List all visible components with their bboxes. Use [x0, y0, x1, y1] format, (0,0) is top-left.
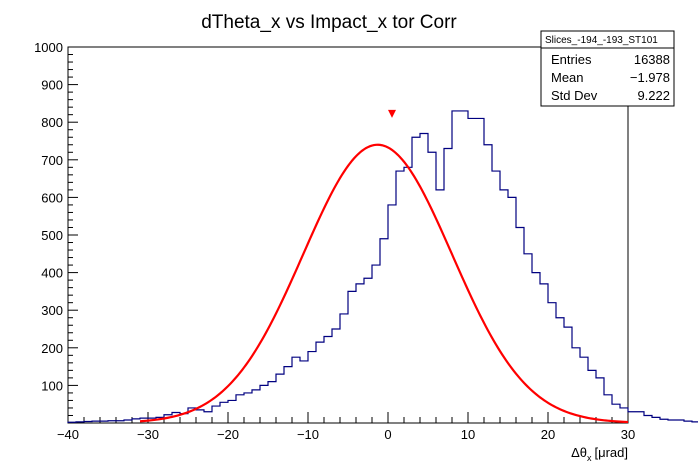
stats-box-name: Slices_-194_-193_ST101 [545, 35, 658, 46]
x-axis-label-unit: [μrad] [594, 445, 628, 460]
chart-title: dTheta_x vs Impact_x tor Corr [201, 12, 457, 33]
y-tick-label: 800 [41, 115, 63, 130]
y-tick-label: 500 [41, 228, 63, 243]
histogram-steps [67, 110, 698, 423]
stats-mean-label: Mean [551, 70, 584, 85]
peak-marker-group [388, 109, 396, 118]
y-tick-label: 1000 [34, 40, 63, 55]
y-tick-label: 300 [41, 303, 63, 318]
x-axis-label: Δθx [μrad] [571, 445, 628, 463]
stats-stddev-label: Std Dev [551, 88, 598, 103]
x-tick-label: 0 [384, 427, 391, 442]
stats-box-frame [540, 30, 675, 107]
y-tick-label: 200 [41, 341, 63, 356]
gaussian-fit-series [139, 143, 629, 424]
stats-stddev-value: 9.222 [637, 88, 670, 103]
y-tick-label: 600 [41, 190, 63, 205]
x-tick-label: 20 [541, 427, 555, 442]
x-tick-label: −30 [137, 427, 159, 442]
x-tick-label: 10 [461, 427, 475, 442]
stats-entries-value: 16388 [634, 52, 670, 67]
x-axis-label-symbol: Δθ [571, 445, 587, 460]
gaussian-fit-curve [139, 143, 629, 424]
x-tick-label: 30 [621, 427, 635, 442]
y-tick-label: 100 [41, 378, 63, 393]
histogram-series [67, 110, 698, 423]
y-axis: 100 200 300 400 500 600 700 800 900 1000 [34, 40, 78, 416]
x-tick-label: −10 [297, 427, 319, 442]
y-tick-label: 400 [41, 266, 63, 281]
stats-box: Slices_-194_-193_ST101 Entries 16388 Mea… [540, 30, 675, 107]
x-tick-label: −20 [217, 427, 239, 442]
x-axis: −40 −30 −20 −10 0 10 20 30 [57, 412, 635, 442]
x-tick-label: −40 [57, 427, 79, 442]
y-tick-label: 900 [41, 78, 63, 93]
stats-entries-label: Entries [551, 52, 592, 67]
x-axis-label-subscript: x [587, 453, 592, 463]
y-tick-label: 700 [41, 153, 63, 168]
stats-mean-value: −1.978 [630, 70, 670, 85]
peak-marker [388, 109, 396, 118]
